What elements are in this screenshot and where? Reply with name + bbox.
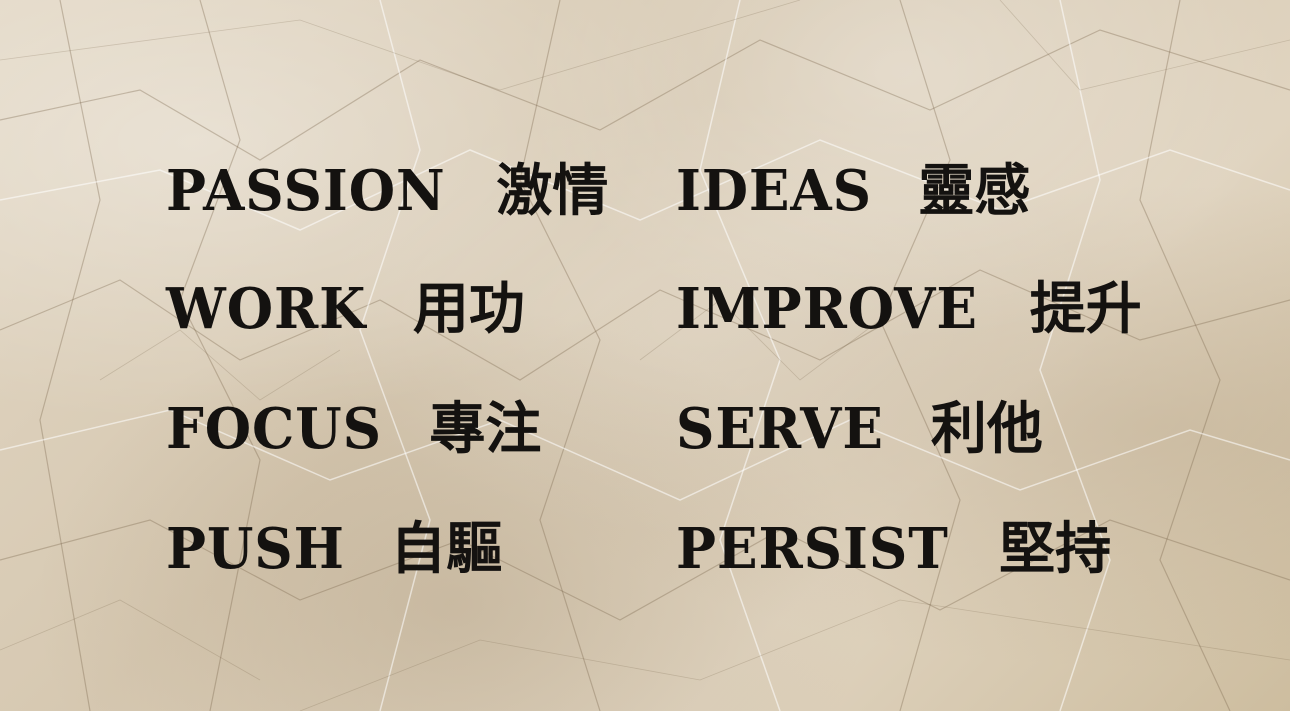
chinese-word: 靈感 [918, 158, 1031, 224]
word-pair-ideas: IDEAS 靈感 [676, 146, 1030, 227]
chinese-word: 激情 [496, 158, 609, 224]
english-word: IDEAS [676, 158, 873, 224]
english-word: FOCUS [166, 396, 383, 462]
english-word: IMPROVE [676, 276, 978, 342]
chinese-word: 利他 [930, 396, 1043, 462]
english-word: SERVE [676, 396, 884, 462]
word-pair-passion: PASSION 激情 [166, 146, 608, 227]
chinese-word: 專注 [429, 396, 542, 462]
word-pair-persist: PERSIST 堅持 [676, 504, 1111, 585]
chinese-word: 自驅 [390, 516, 503, 582]
word-pair-serve: SERVE 利他 [676, 384, 1043, 465]
chinese-word: 堅持 [999, 516, 1112, 582]
english-word: PASSION [166, 158, 446, 224]
word-pair-push: PUSH 自驅 [166, 504, 502, 585]
word-pair-improve: IMPROVE 提升 [676, 264, 1142, 345]
chinese-word: 用功 [412, 276, 525, 342]
english-word: PERSIST [676, 516, 949, 582]
chinese-word: 提升 [1029, 276, 1142, 342]
word-pair-work: WORK 用功 [166, 264, 525, 345]
word-pair-focus: FOCUS 專注 [166, 384, 541, 465]
english-word: PUSH [166, 516, 345, 582]
english-word: WORK [166, 276, 367, 342]
